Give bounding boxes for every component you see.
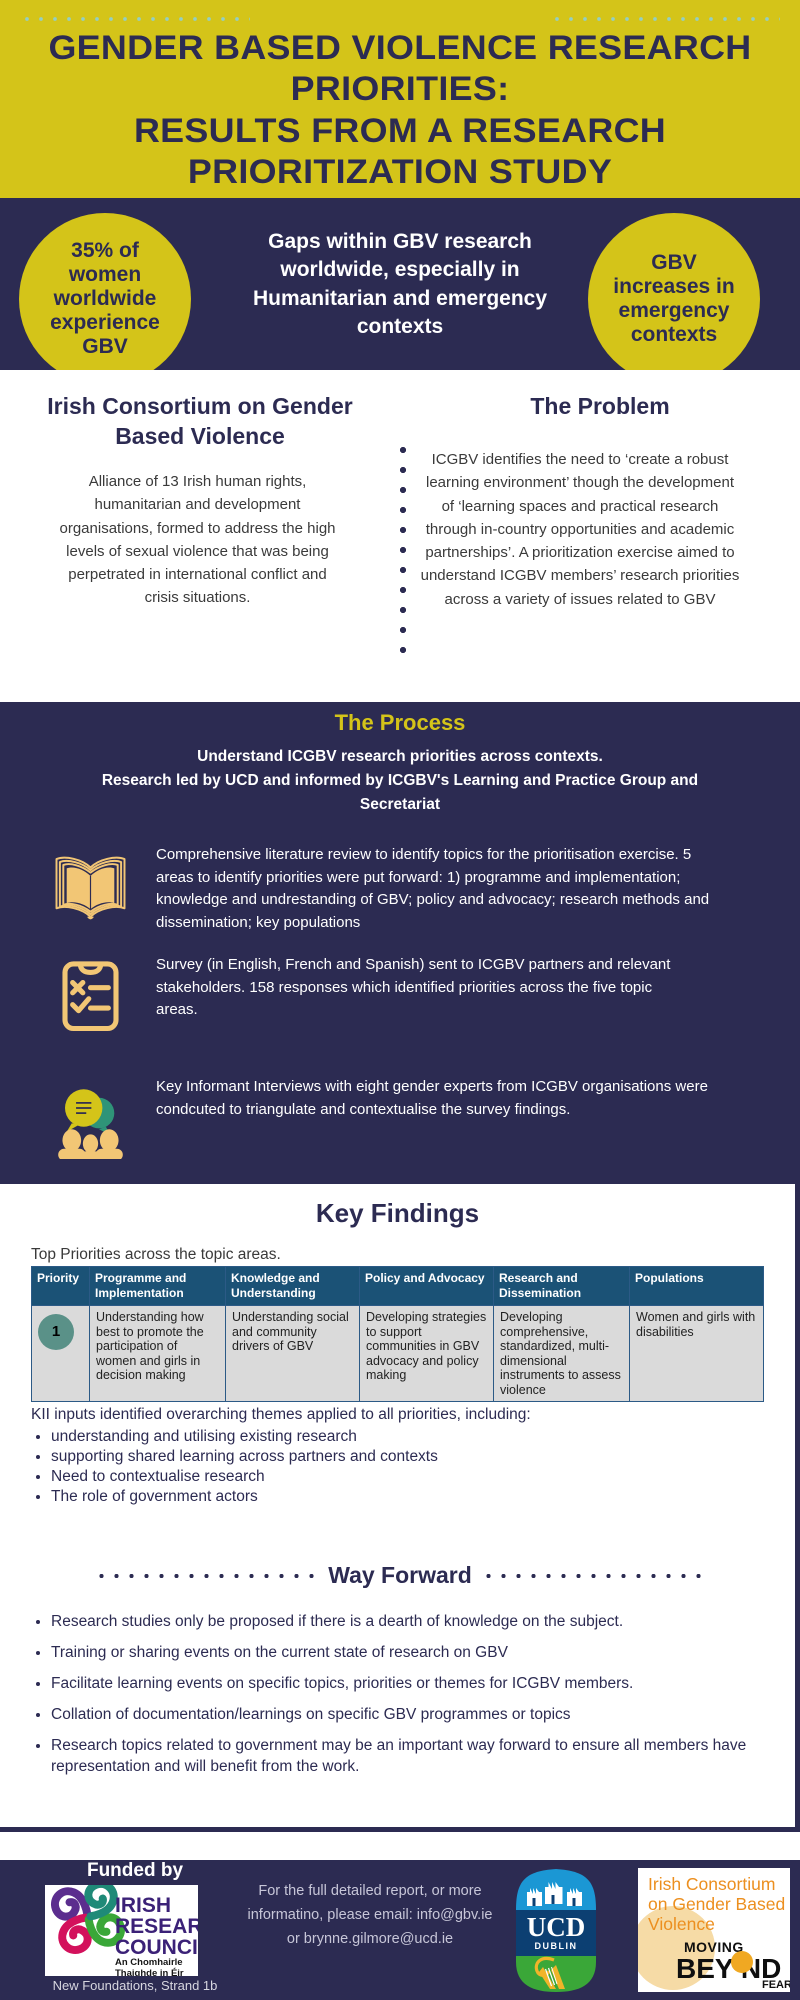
svg-text:IRISH: IRISH [115,1894,171,1917]
svg-text:RESEARC: RESEARC [115,1915,198,1938]
svg-text:An Chomhairle: An Chomhairle [115,1957,183,1968]
svg-text:UCD: UCD [527,1912,586,1942]
svg-text:on Gender Based: on Gender Based [648,1894,785,1914]
svg-text:Irish Consortium: Irish Consortium [648,1874,775,1894]
svg-text:DUBLIN: DUBLIN [535,1941,578,1951]
svg-text:Violence: Violence [648,1914,715,1934]
svg-text:Thaighde in Éir: Thaighde in Éir [115,1968,184,1976]
svg-text:FEAR: FEAR [762,1979,790,1991]
svg-text:COUNCIL: COUNCIL [115,1936,198,1959]
